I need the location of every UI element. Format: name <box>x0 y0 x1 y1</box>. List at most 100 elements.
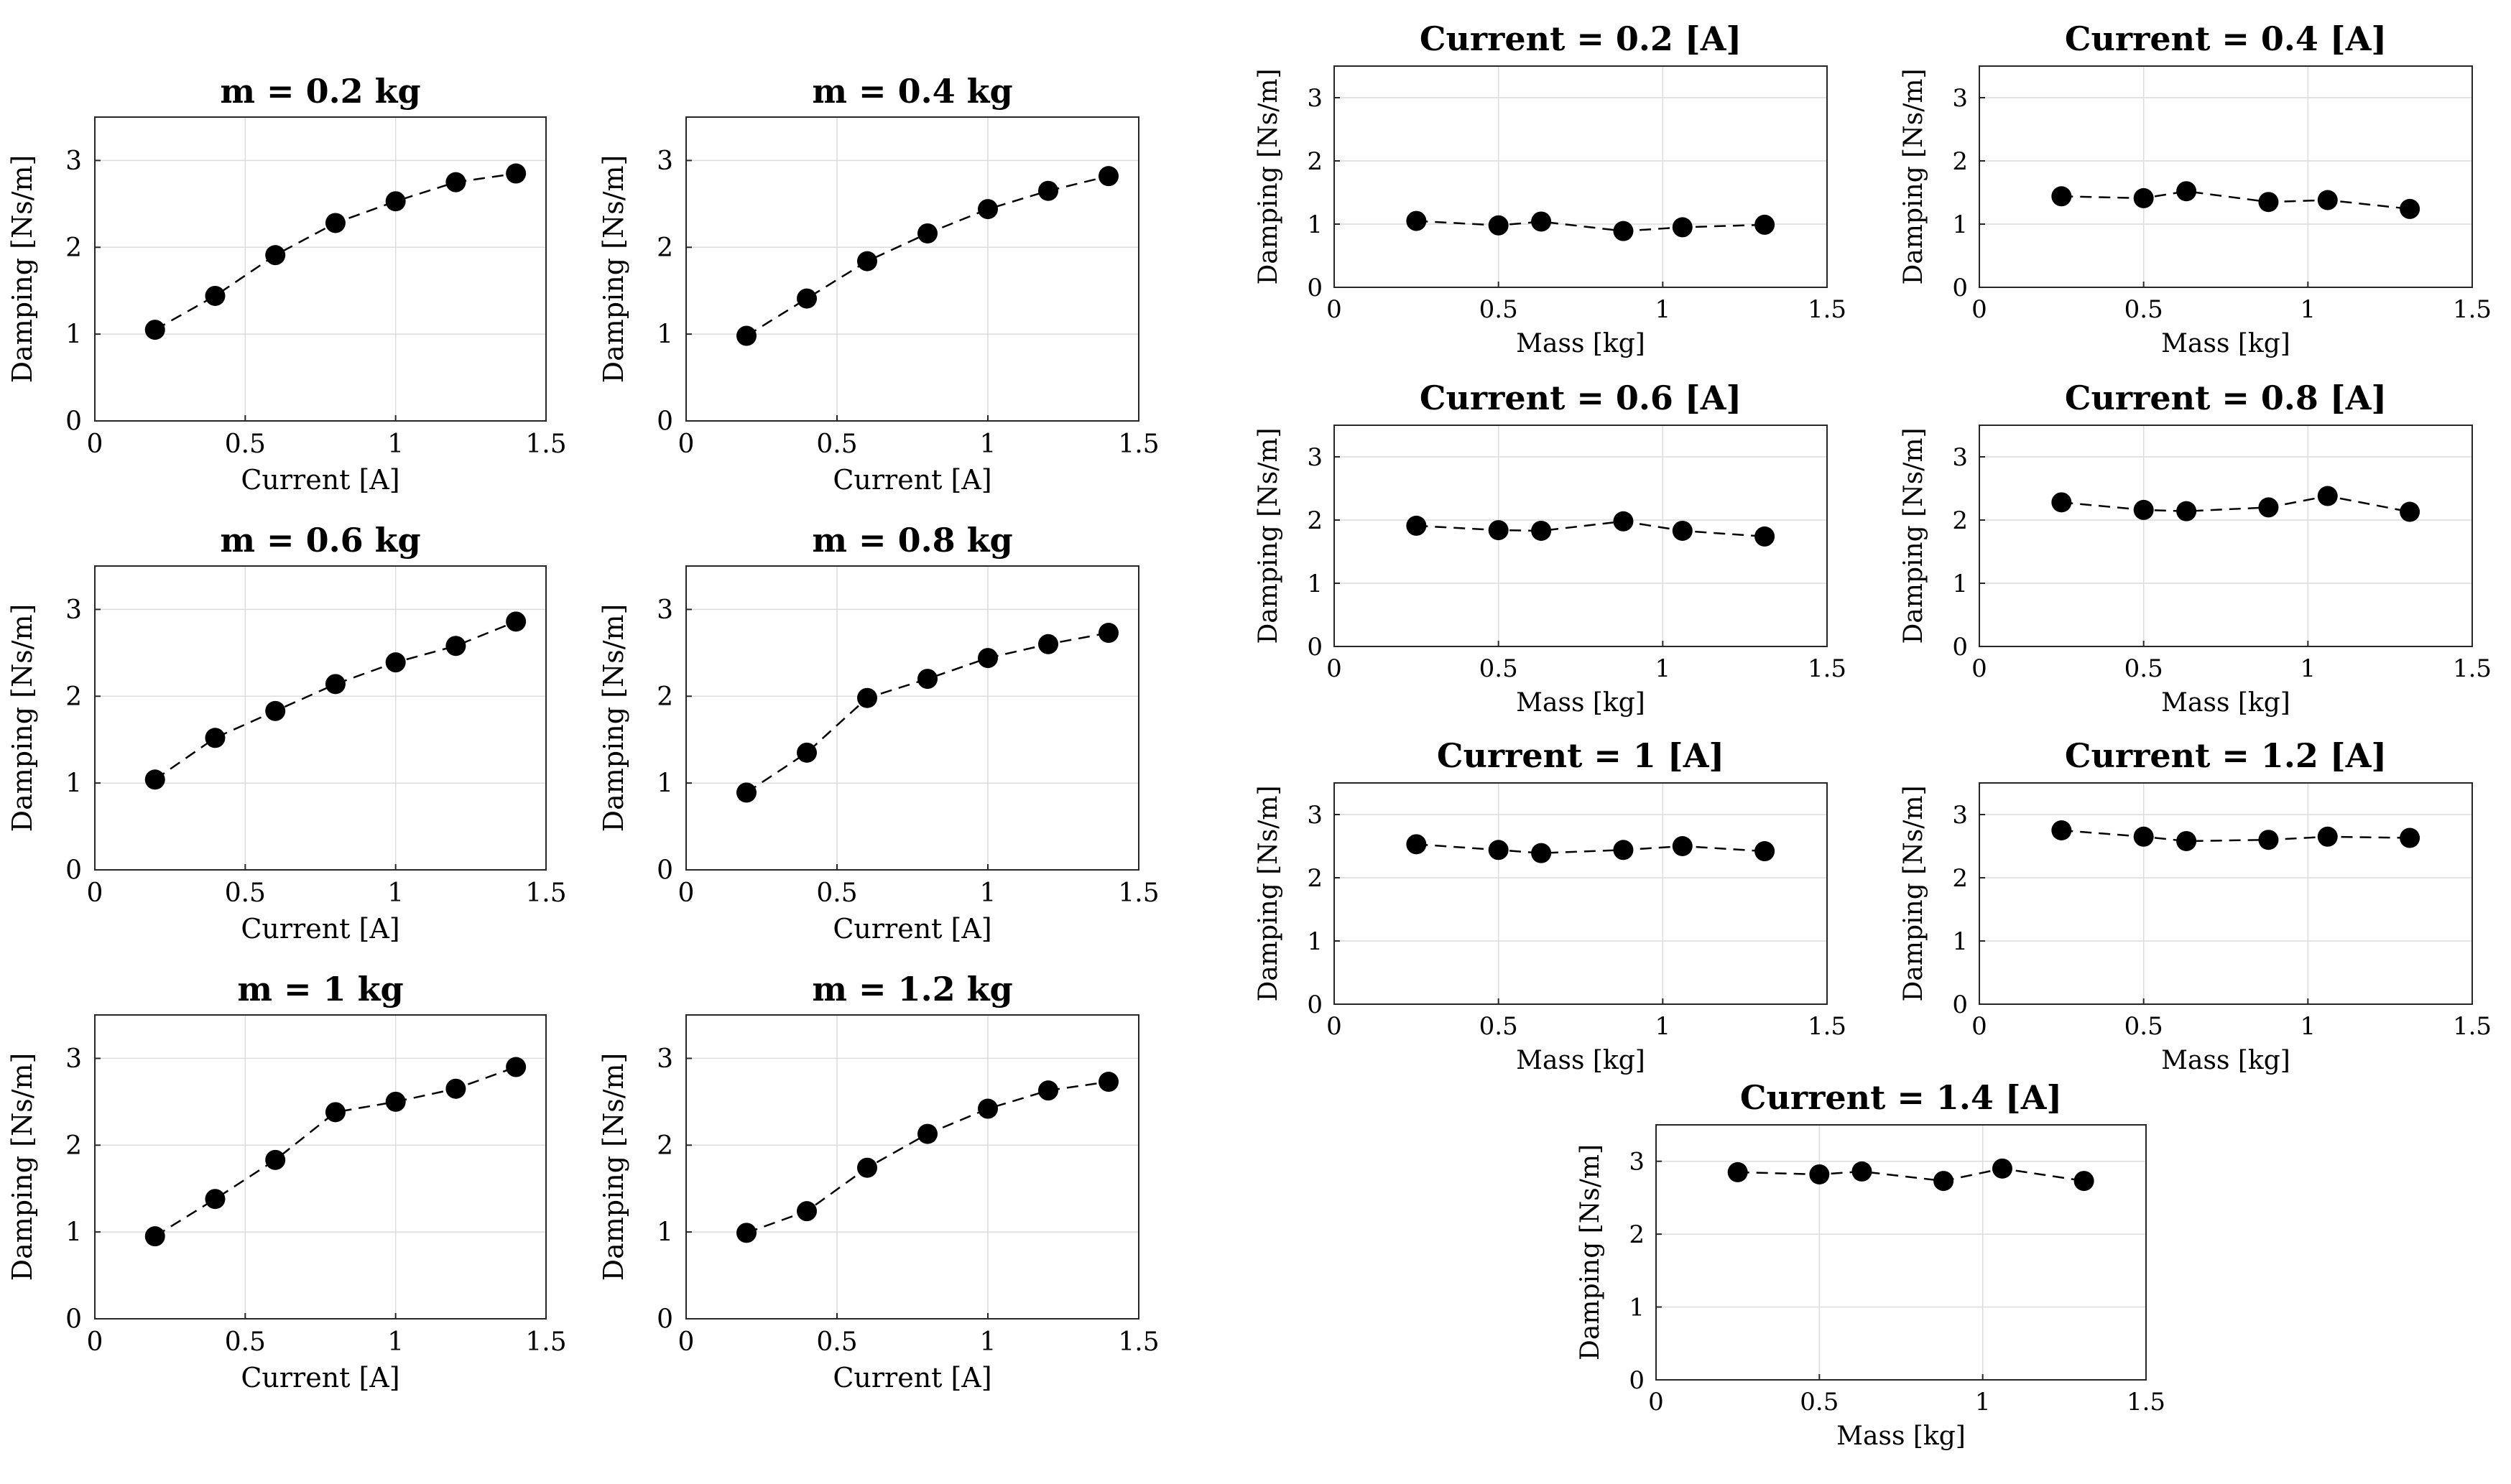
x-tick-label: 0 <box>1971 1012 1987 1041</box>
x-tick-label: 0 <box>678 430 695 459</box>
x-tick-label: 0.5 <box>2124 1012 2163 1041</box>
data-point <box>857 687 877 708</box>
panel-title: Current = 0.6 [A] <box>1420 379 1742 417</box>
y-tick-label: 0 <box>1952 991 1968 1019</box>
chart-panel: 0 0.5 1 1.5 0 1 2 3 Current = 0.6 [A] Mass [kg] Da… <box>1254 379 1846 718</box>
data-point <box>1038 180 1058 201</box>
x-tick-label: 1.5 <box>1118 1327 1159 1357</box>
data-point <box>1406 210 1427 231</box>
data-point <box>265 700 286 721</box>
axes-box <box>1979 782 2473 1005</box>
y-axis-label: Damping [Ns/m] <box>1899 785 1928 1001</box>
x-tick-label: 1 <box>1655 654 1671 683</box>
x-tick-label: 1.5 <box>2453 654 2492 683</box>
data-point <box>1099 623 1119 644</box>
y-tick-label: 0 <box>1307 633 1323 662</box>
y-tick-label: 3 <box>1629 1148 1645 1177</box>
x-tick-label: 0.5 <box>2124 295 2163 324</box>
x-tick-label: 0.5 <box>225 1327 266 1357</box>
y-tick-label: 0 <box>1952 274 1968 302</box>
x-tick-label: 1 <box>2300 295 2316 324</box>
data-point <box>265 245 286 266</box>
x-axis-label: Current [A] <box>833 464 991 496</box>
data-point <box>797 1201 817 1222</box>
x-tick-label: 0.5 <box>1479 1012 1518 1041</box>
y-tick-label: 3 <box>1952 84 1968 113</box>
y-tick-label: 1 <box>1952 927 1968 956</box>
x-tick-label: 1.5 <box>1808 654 1846 683</box>
data-point <box>205 285 226 306</box>
plot-area <box>1334 425 1827 646</box>
chart-panel: 0 0.5 1 1.5 0 1 2 3 m = 0.8 kg Current [A] Damping… <box>598 521 1160 945</box>
data-point <box>325 213 346 233</box>
data-point <box>2176 181 2197 202</box>
data-point <box>1754 526 1775 547</box>
plot-area <box>95 1015 546 1319</box>
y-tick-label: 3 <box>65 147 82 176</box>
y-axis-label: Damping [Ns/m] <box>1254 427 1283 644</box>
data-point <box>978 199 998 220</box>
panel-title: m = 1 kg <box>237 970 403 1008</box>
data-point <box>205 1189 226 1210</box>
data-point <box>1672 836 1693 856</box>
data-point <box>1406 834 1427 855</box>
x-axis-label: Mass [kg] <box>1516 1046 1645 1075</box>
y-tick-label: 0 <box>1952 633 1968 662</box>
x-tick-label: 1 <box>387 430 404 459</box>
x-tick-label: 1.5 <box>525 430 566 459</box>
x-axis-label: Mass [kg] <box>1516 688 1645 718</box>
data-point <box>1754 214 1775 235</box>
y-tick-label: 3 <box>65 1044 82 1074</box>
data-point <box>1488 520 1509 541</box>
data-point <box>205 728 226 748</box>
chart-panel: 0 0.5 1 1.5 0 1 2 3 Current = 1.2 [A] Mass [kg] Da… <box>1899 736 2492 1075</box>
plot-area <box>686 1015 1139 1319</box>
x-axis-label: Mass [kg] <box>2161 1046 2290 1075</box>
x-tick-label: 1.5 <box>1808 295 1846 324</box>
chart-panel: 0 0.5 1 1.5 0 1 2 3 m = 0.2 kg Current [A] Damping… <box>6 72 567 496</box>
x-tick-label: 0 <box>678 878 695 908</box>
y-axis-label: Damping [Ns/m] <box>1254 785 1283 1001</box>
x-tick-label: 0 <box>1326 654 1342 683</box>
x-tick-label: 1.5 <box>2453 295 2492 324</box>
data-point <box>445 172 466 193</box>
panel-title: m = 0.4 kg <box>812 72 1012 111</box>
data-point <box>2317 486 2338 506</box>
y-tick-label: 1 <box>65 1218 82 1248</box>
plot-area <box>95 117 546 421</box>
panel-title: Current = 1.4 [A] <box>1740 1078 2062 1117</box>
axes-box <box>685 116 1139 422</box>
y-tick-label: 2 <box>1307 147 1323 176</box>
x-tick-label: 1 <box>2300 1012 2316 1041</box>
y-tick-label: 1 <box>1307 927 1323 956</box>
data-point <box>385 652 406 673</box>
data-point <box>736 325 757 346</box>
panel-title: Current = 1.2 [A] <box>2065 736 2387 775</box>
y-tick-label: 3 <box>65 595 82 625</box>
chart-panel: 0 0.5 1 1.5 0 1 2 3 Current = 1 [A] Mass [kg] Damp… <box>1254 736 1846 1075</box>
data-point <box>797 742 817 763</box>
axes-box <box>94 565 547 871</box>
x-tick-label: 0 <box>87 878 103 908</box>
plot-area <box>95 566 546 870</box>
x-tick-label: 1.5 <box>1118 878 1159 908</box>
y-axis-label: Damping [Ns/m] <box>6 155 38 384</box>
x-tick-label: 1.5 <box>2127 1388 2165 1416</box>
panel-title: Current = 0.4 [A] <box>2065 19 2387 58</box>
x-tick-label: 0 <box>1648 1388 1664 1416</box>
data-point <box>506 611 527 632</box>
x-tick-label: 0 <box>1971 295 1987 324</box>
plot-area <box>686 117 1139 421</box>
y-axis-label: Damping [Ns/m] <box>598 1053 629 1281</box>
y-tick-label: 1 <box>657 1218 673 1248</box>
y-tick-label: 1 <box>65 769 82 799</box>
data-point <box>1613 840 1634 861</box>
x-tick-label: 0.5 <box>1479 654 1518 683</box>
x-tick-label: 1 <box>2300 654 2316 683</box>
chart-panel: 0 0.5 1 1.5 0 1 2 3 m = 0.6 kg Current [A] Damping… <box>6 521 567 945</box>
x-tick-label: 0.5 <box>1479 295 1518 324</box>
plot-area <box>1334 783 1827 1004</box>
panel-title: Current = 0.8 [A] <box>2065 379 2387 417</box>
axes-box <box>1333 782 1828 1005</box>
